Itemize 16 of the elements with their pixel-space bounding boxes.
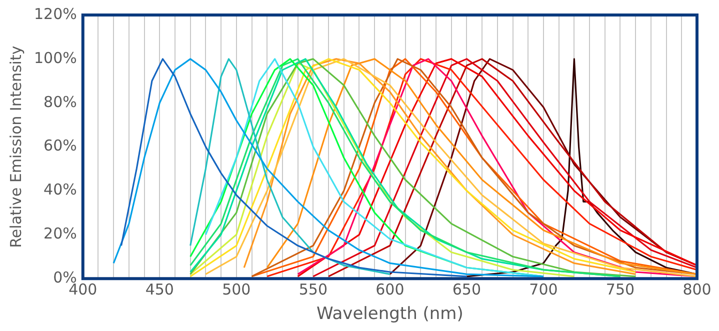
y-tick-label: 20%: [44, 224, 77, 243]
y-tick-label: 100%: [34, 48, 77, 67]
y-tick-label: 120%: [34, 4, 77, 23]
y-axis-title: Relative Emission Intensity: [6, 46, 25, 248]
x-tick-label: 450: [145, 280, 174, 298]
x-tick-label: 750: [606, 280, 635, 298]
x-tick-label: 600: [376, 280, 404, 298]
y-tick-label: 80%: [44, 92, 77, 111]
x-tick-label: 550: [298, 280, 328, 298]
x-tick-label: 800: [682, 280, 712, 298]
y-tick-label: 40%: [44, 180, 77, 199]
x-axis-title: Wavelength (nm): [316, 304, 464, 324]
x-tick-label: 500: [222, 280, 251, 298]
x-tick-label: 650: [452, 280, 482, 298]
y-tick-label: 60%: [44, 136, 77, 155]
x-tick-label: 700: [529, 280, 558, 298]
